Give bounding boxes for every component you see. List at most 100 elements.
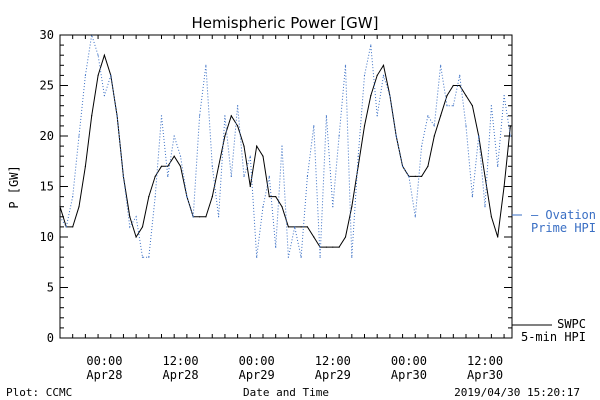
swpc-point	[497, 236, 499, 238]
ovation-point	[402, 165, 404, 167]
x-tick-time-label: 12:00	[467, 354, 503, 368]
swpc-point	[490, 216, 492, 218]
swpc-point	[179, 165, 182, 167]
ovation-point	[370, 44, 372, 46]
swpc-point	[256, 145, 258, 147]
swpc-point	[452, 84, 454, 87]
swpc-point	[78, 206, 80, 208]
ovation-point	[382, 74, 385, 76]
ovation-point	[186, 196, 188, 198]
ovation-point	[154, 196, 156, 198]
swpc-point	[211, 196, 213, 198]
swpc-point	[205, 216, 207, 218]
swpc-point	[313, 236, 315, 238]
x-axis-ticks: 00:00Apr2812:00Apr2800:00Apr2912:00Apr29…	[59, 35, 505, 382]
swpc-point	[268, 196, 270, 198]
series-line-swpc	[59, 53, 511, 248]
swpc-point	[414, 175, 416, 177]
swpc-point	[135, 236, 137, 238]
ovation-point	[471, 196, 473, 198]
swpc-point	[427, 165, 429, 167]
ovation-point	[243, 175, 245, 177]
legend-swpc-line1: SWPC	[557, 317, 586, 331]
ovation-point	[129, 226, 131, 228]
swpc-point	[218, 165, 220, 167]
swpc-point	[382, 64, 385, 66]
swpc-point	[243, 145, 245, 147]
y-tick-label: 20	[40, 129, 54, 143]
swpc-point	[281, 206, 283, 208]
ovation-point	[325, 115, 327, 117]
timestamp: 2019/04/30 15:20:17	[454, 386, 580, 399]
ovation-point	[230, 175, 232, 177]
y-axis-label: P [GW]	[7, 165, 21, 208]
ovation-point	[148, 256, 150, 258]
ovation-point	[275, 246, 277, 248]
swpc-point	[141, 226, 144, 228]
ovation-point	[395, 135, 397, 137]
swpc-point	[154, 175, 156, 177]
ovation-point	[205, 64, 207, 66]
ovation-point	[294, 226, 296, 228]
x-tick-time-label: 00:00	[391, 354, 427, 368]
ovation-point	[509, 135, 511, 137]
swpc-point	[300, 226, 302, 228]
swpc-point	[167, 165, 169, 167]
legend-swpc-line2: 5-min HPI	[521, 330, 586, 344]
ovation-point	[452, 105, 454, 107]
ovation-point	[338, 135, 340, 137]
ovation-point	[268, 175, 270, 177]
ovation-point	[211, 165, 213, 167]
ovation-point	[408, 175, 410, 177]
x-axis-label: Date and Time	[243, 386, 329, 399]
swpc-point	[275, 196, 277, 198]
x-tick-date-label: Apr30	[391, 368, 427, 382]
ovation-point	[179, 155, 182, 157]
x-tick-date-label: Apr29	[315, 368, 351, 382]
swpc-point	[84, 165, 86, 167]
swpc-point	[459, 84, 461, 87]
x-tick-time-label: 00:00	[86, 354, 122, 368]
swpc-point	[433, 135, 435, 137]
ovation-point	[306, 175, 308, 177]
ovation-point	[192, 216, 194, 218]
ovation-point	[84, 74, 86, 76]
ovation-point	[103, 95, 105, 97]
swpc-point	[421, 175, 423, 177]
ovation-point	[237, 105, 239, 107]
swpc-point	[262, 155, 264, 157]
ovation-point	[313, 125, 315, 127]
plot-credit: Plot: CCMC	[6, 386, 72, 399]
swpc-point	[97, 74, 99, 76]
ovation-point	[281, 145, 283, 147]
x-tick-date-label: Apr28	[86, 368, 122, 382]
swpc-point	[344, 236, 347, 238]
ovation-point	[300, 256, 302, 258]
swpc-point	[199, 216, 201, 218]
legend: — Ovation Prime HPI SWPC 5-min HPI	[512, 208, 596, 344]
swpc-point	[370, 95, 372, 97]
ovation-point	[497, 165, 499, 167]
swpc-point	[363, 125, 366, 127]
x-tick-date-label: Apr29	[239, 368, 275, 382]
ovation-point	[199, 115, 201, 117]
ovation-point	[503, 95, 505, 97]
ovation-point	[173, 135, 175, 137]
swpc-point	[306, 226, 308, 228]
swpc-point	[230, 115, 232, 117]
swpc-point	[103, 54, 105, 56]
plot-frame	[59, 34, 513, 339]
series-line-ovation	[59, 34, 511, 258]
y-tick-label: 10	[40, 230, 54, 244]
swpc-point	[129, 216, 131, 218]
x-tick-date-label: Apr30	[467, 368, 503, 382]
swpc-point	[509, 125, 511, 127]
swpc-point	[160, 165, 163, 167]
swpc-point	[237, 125, 239, 127]
ovation-point	[332, 206, 334, 208]
swpc-point	[325, 246, 327, 248]
ovation-point	[389, 95, 391, 97]
ovation-point	[116, 115, 118, 117]
x-tick-time-label: 00:00	[239, 354, 275, 368]
legend-ovation-line1: — Ovation	[531, 208, 596, 222]
